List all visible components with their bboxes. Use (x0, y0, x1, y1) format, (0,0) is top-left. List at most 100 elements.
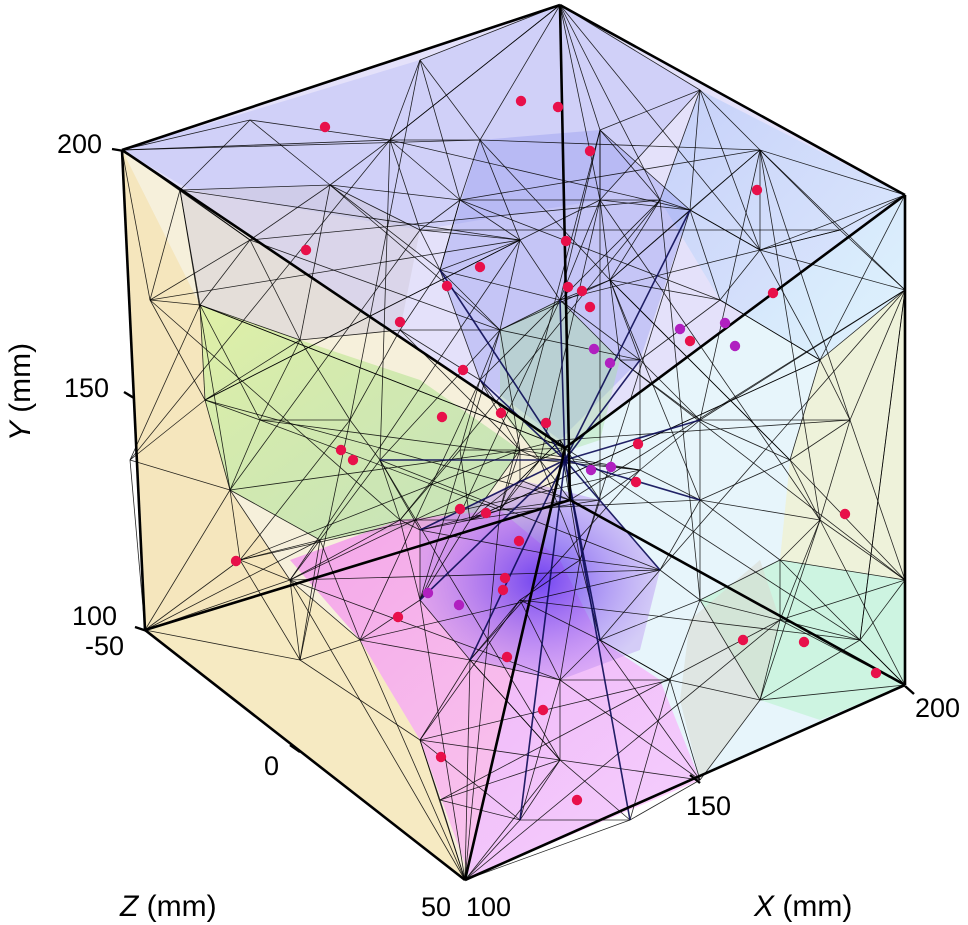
z-tick-label-minus-50: -50 (85, 631, 124, 661)
mesh-edge (689, 209, 721, 301)
mesh-edge (289, 539, 321, 581)
mesh-edge (559, 419, 851, 441)
z-tick-label-0: 0 (264, 751, 279, 781)
mesh-edge (559, 679, 701, 781)
mesh-edge (121, 119, 251, 151)
data-point (737, 634, 749, 646)
mesh-edge (299, 639, 361, 661)
mesh-edge (759, 149, 821, 521)
mesh-edge (789, 459, 906, 581)
mesh-edge (121, 139, 391, 151)
y-tick-100 (134, 625, 148, 633)
mesh-edge (459, 199, 521, 241)
mesh-edge-core (469, 459, 566, 661)
y-axis-title: Y (mm) (4, 343, 37, 441)
mesh-edge (559, 4, 601, 131)
edge-bottom-back-right (569, 498, 906, 687)
mesh-edge (289, 579, 466, 881)
mesh-edge (149, 299, 401, 521)
mesh-edge (519, 679, 561, 821)
z-tick-label-50: 50 (421, 892, 451, 922)
mesh-edge (519, 479, 571, 501)
x-tick-label-200: 200 (915, 693, 960, 723)
mesh-edge (419, 739, 441, 801)
mesh-edge (329, 184, 501, 331)
mesh-edge (349, 419, 381, 461)
mesh-edge (559, 4, 761, 251)
mesh-edge (389, 139, 421, 231)
mesh-edge (249, 119, 391, 141)
mesh-edge (779, 559, 906, 686)
mesh-edge (299, 539, 321, 661)
data-point (684, 335, 696, 347)
mesh-edge (229, 229, 421, 491)
mesh-edge (129, 399, 206, 461)
region-right-gray (680, 560, 780, 780)
mesh-edge (419, 329, 501, 601)
mesh-edge (659, 289, 906, 571)
mesh-edge (379, 459, 401, 521)
region-core-purple (420, 480, 660, 680)
mesh-edge (519, 759, 561, 821)
mesh-edge (239, 559, 291, 581)
mesh-edge (469, 469, 641, 661)
mesh-edge (399, 269, 441, 331)
mesh-edge (669, 599, 701, 681)
mesh-edge (149, 299, 201, 306)
mesh-edge (559, 759, 631, 821)
x-tick-150 (689, 774, 701, 784)
mesh-edge (789, 419, 851, 461)
data-point (435, 751, 447, 763)
mesh-edge (499, 499, 571, 511)
mesh-edge (599, 599, 701, 641)
mesh-edge (519, 449, 641, 471)
mesh-edge (239, 419, 351, 561)
mesh-edge (121, 149, 151, 301)
mesh-edge (659, 499, 701, 571)
data-point (230, 555, 242, 567)
mesh-edge (759, 249, 906, 291)
mesh-edge (149, 189, 181, 301)
y-axis-unit: (mm) (4, 343, 37, 421)
mesh-edge (699, 599, 761, 701)
mesh-edge (464, 659, 471, 881)
edge-top-front-left (121, 148, 566, 450)
mesh-edge (719, 299, 821, 361)
mesh-edge (439, 269, 561, 301)
mesh-edge (849, 419, 906, 581)
mesh-edge (599, 639, 671, 681)
edge-vertical-left (120, 149, 147, 631)
data-point (495, 407, 507, 419)
mesh-edge (459, 379, 481, 451)
mesh-edge (819, 289, 906, 361)
mesh-edge (519, 599, 601, 641)
mesh-edge (559, 759, 701, 781)
mesh-edge (439, 239, 521, 271)
mesh-edge (559, 4, 661, 201)
mesh-edge (239, 559, 301, 661)
y-tick-200 (111, 147, 125, 153)
mesh-edge (699, 419, 791, 461)
mesh-edge (204, 399, 261, 421)
mesh-edge (699, 459, 791, 501)
mesh-edge (519, 449, 541, 461)
mesh-edge-core (564, 359, 641, 461)
mesh-edge (499, 239, 521, 331)
data-point (335, 444, 347, 456)
mesh-edge (229, 419, 261, 491)
mesh-edge (669, 679, 761, 701)
mesh-edge (519, 239, 561, 301)
mesh-edge (699, 89, 761, 251)
mesh-edge (144, 489, 231, 631)
data-point (441, 280, 453, 292)
mesh-edge (479, 4, 561, 141)
mesh-edge (349, 59, 421, 421)
point-cloud (230, 95, 882, 806)
mesh-edge (419, 59, 481, 141)
mesh-edge (439, 199, 461, 271)
mesh-edge-core (519, 459, 566, 821)
mesh-edge (699, 599, 781, 621)
mesh-edge (239, 469, 641, 561)
mesh-edge (599, 569, 661, 641)
mesh-edge (249, 199, 661, 241)
